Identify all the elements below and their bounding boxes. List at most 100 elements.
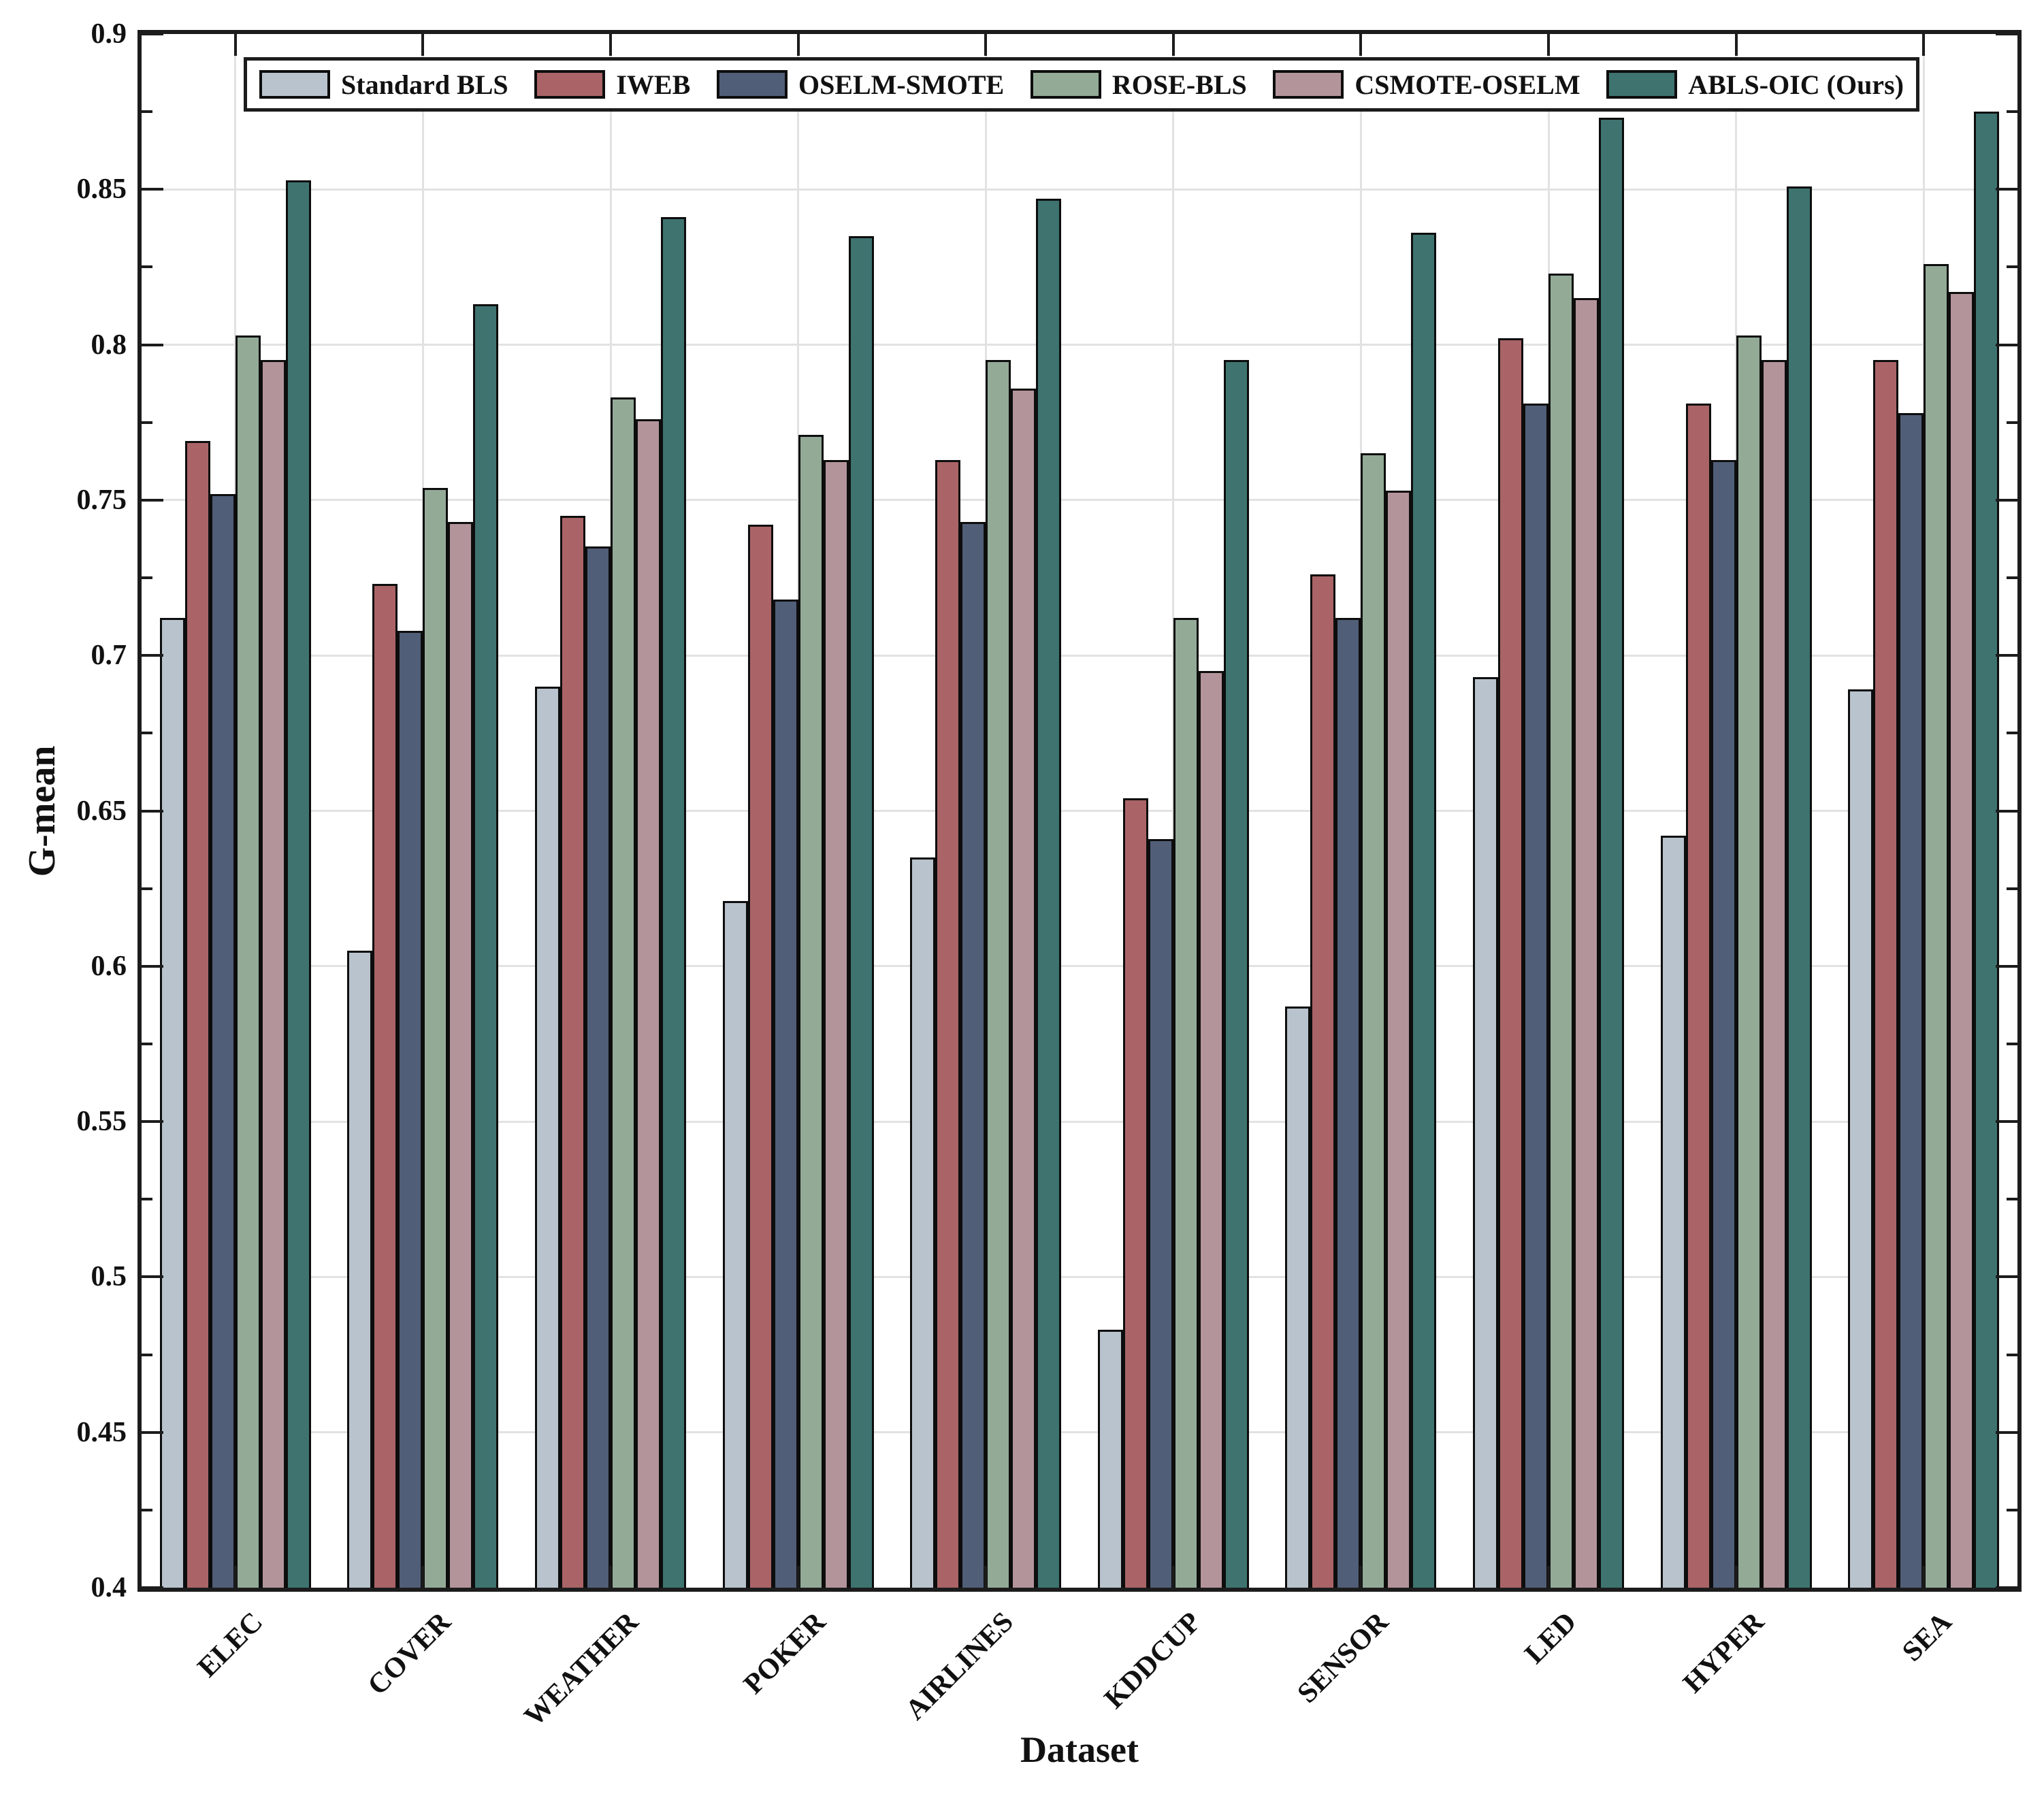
bar-POKER-OSELM-SMOTE — [773, 600, 798, 1588]
legend-swatch-icon — [534, 70, 606, 99]
y-axis-minor-tick — [2007, 1508, 2017, 1511]
legend-swatch-icon — [1606, 70, 1678, 99]
x-tick-label: ELEC — [192, 1606, 270, 1684]
legend-item: CSMOTE-OSELM — [1273, 69, 1580, 101]
y-axis-major-tick — [142, 33, 163, 35]
x-axis-major-tick — [1734, 1566, 1738, 1588]
bar-KDDCUP-IWEB — [1122, 798, 1148, 1588]
y-axis-major-tick — [1996, 1430, 2017, 1434]
legend-label: Standard BLS — [341, 69, 508, 100]
y-axis-major-tick — [142, 343, 163, 346]
legend-label: IWEB — [616, 69, 691, 100]
x-axis-major-tick — [233, 1566, 237, 1588]
y-axis-major-tick — [142, 188, 163, 191]
bar-ELEC-CSMOTE-OSELM — [260, 360, 286, 1588]
bar-COVER-CSMOTE-OSELM — [448, 521, 474, 1588]
bar-WEATHER-CSMOTE-OSELM — [636, 419, 661, 1588]
y-axis-major-tick — [142, 1275, 163, 1279]
x-axis-major-tick — [421, 1566, 425, 1588]
legend-swatch-icon — [259, 70, 330, 99]
y-axis-label: G-mean — [21, 745, 63, 877]
bar-KDDCUP-ABLS-OIC-Ours- — [1223, 360, 1249, 1588]
bar-AIRLINES-ROSE-BLS — [986, 360, 1011, 1588]
y-gridline — [142, 965, 2017, 968]
bar-KDDCUP-Standard-BLS — [1097, 1330, 1123, 1588]
x-axis-major-tick — [609, 1566, 612, 1588]
x-axis-major-tick — [1171, 1566, 1175, 1588]
y-tick-label: 0.5 — [91, 1261, 127, 1293]
legend-item: IWEB — [534, 69, 690, 101]
y-axis-major-tick — [1996, 188, 2017, 191]
bar-LED-ABLS-OIC-Ours- — [1599, 118, 1624, 1588]
x-axis-major-tick — [984, 1566, 988, 1588]
bar-POKER-ABLS-OIC-Ours- — [848, 235, 874, 1588]
bar-AIRLINES-OSELM-SMOTE — [960, 521, 986, 1588]
bar-ELEC-ROSE-BLS — [235, 335, 261, 1588]
y-axis-minor-tick — [2007, 1353, 2017, 1356]
y-axis-minor-tick — [142, 1353, 152, 1356]
bar-WEATHER-Standard-BLS — [535, 686, 560, 1588]
bar-HYPER-Standard-BLS — [1660, 836, 1686, 1588]
y-axis-major-tick — [142, 964, 163, 968]
plot-area — [137, 30, 2022, 1592]
bar-SEA-OSELM-SMOTE — [1898, 413, 1924, 1588]
x-tick-label: SENSOR — [1291, 1606, 1395, 1709]
x-tick-label: SEA — [1896, 1606, 1958, 1668]
bar-COVER-IWEB — [372, 584, 398, 1588]
bar-AIRLINES-IWEB — [935, 459, 961, 1588]
bar-POKER-ROSE-BLS — [798, 435, 824, 1588]
x-tick-label: COVER — [361, 1606, 457, 1702]
y-axis-major-tick — [1996, 1586, 2017, 1589]
y-axis-major-tick — [142, 654, 163, 657]
bar-AIRLINES-CSMOTE-OSELM — [1011, 388, 1037, 1588]
y-tick-label: 0.7 — [91, 640, 127, 672]
y-tick-label: 0.75 — [76, 484, 127, 516]
y-axis-major-tick — [1996, 343, 2017, 346]
y-gridline — [142, 1120, 2017, 1123]
bar-AIRLINES-Standard-BLS — [910, 857, 936, 1588]
bar-SEA-ROSE-BLS — [1924, 263, 1949, 1588]
x-axis-major-tick — [1359, 1566, 1363, 1588]
y-tick-label: 0.6 — [91, 950, 127, 982]
y-axis-minor-tick — [2007, 576, 2017, 580]
x-tick-label: KDDCUP — [1099, 1606, 1207, 1715]
x-axis-major-tick — [1922, 34, 1926, 56]
bar-WEATHER-OSELM-SMOTE — [585, 546, 611, 1588]
y-axis-major-tick — [1996, 1120, 2017, 1124]
legend-item: OSELM-SMOTE — [716, 69, 1005, 101]
bar-COVER-OSELM-SMOTE — [398, 630, 423, 1588]
y-axis-minor-tick — [2007, 421, 2017, 424]
bar-AIRLINES-ABLS-OIC-Ours- — [1036, 198, 1062, 1588]
bar-SENSOR-IWEB — [1310, 574, 1336, 1588]
y-axis-minor-tick — [142, 1508, 152, 1511]
x-axis-major-tick — [796, 34, 800, 56]
x-axis-major-tick — [1171, 34, 1175, 56]
x-tick-label: POKER — [738, 1606, 832, 1701]
bar-POKER-Standard-BLS — [722, 900, 748, 1588]
y-axis-minor-tick — [142, 1042, 152, 1045]
bar-LED-Standard-BLS — [1473, 677, 1498, 1588]
legend-item: ROSE-BLS — [1030, 69, 1247, 101]
x-tick-label: WEATHER — [518, 1606, 645, 1733]
y-axis-major-tick — [1996, 33, 2017, 35]
bar-SEA-ABLS-OIC-Ours- — [1974, 112, 2000, 1588]
legend-label: OSELM-SMOTE — [798, 69, 1005, 100]
y-gridline — [142, 1275, 2017, 1278]
x-tick-label: LED — [1519, 1606, 1583, 1670]
bar-LED-ROSE-BLS — [1548, 273, 1574, 1588]
y-axis-minor-tick — [2007, 732, 2017, 735]
bar-WEATHER-ROSE-BLS — [611, 397, 636, 1588]
y-tick-label: 0.65 — [76, 795, 127, 827]
bar-COVER-Standard-BLS — [347, 950, 373, 1588]
x-tick-label: AIRLINES — [899, 1606, 1020, 1727]
bar-WEATHER-ABLS-OIC-Ours- — [661, 217, 686, 1588]
legend-item: ABLS-OIC (Ours) — [1606, 69, 1904, 101]
y-axis-major-tick — [142, 809, 163, 813]
y-gridline — [142, 188, 2017, 191]
bar-ELEC-IWEB — [184, 441, 210, 1588]
x-axis-major-tick — [1734, 34, 1738, 56]
bar-WEATHER-IWEB — [560, 515, 585, 1588]
y-axis-minor-tick — [142, 265, 152, 269]
legend-swatch-icon — [1273, 70, 1344, 99]
y-axis-major-tick — [142, 1120, 163, 1124]
